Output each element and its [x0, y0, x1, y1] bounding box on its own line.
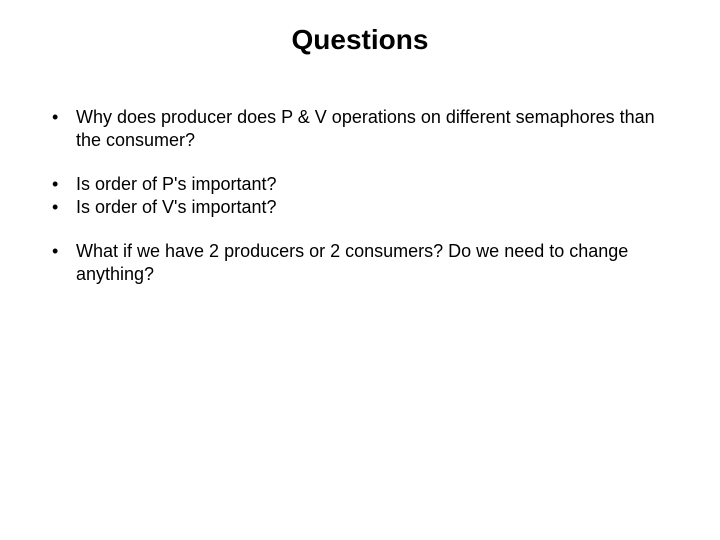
slide: Questions Why does producer does P & V o…	[0, 0, 720, 540]
list-item: Why does producer does P & V operations …	[40, 106, 680, 151]
list-item: What if we have 2 producers or 2 consume…	[40, 240, 680, 285]
slide-title: Questions	[40, 24, 680, 56]
bullet-list: Why does producer does P & V operations …	[40, 106, 680, 285]
list-item: Is order of P's important?	[40, 173, 680, 196]
list-item: Is order of V's important?	[40, 196, 680, 219]
